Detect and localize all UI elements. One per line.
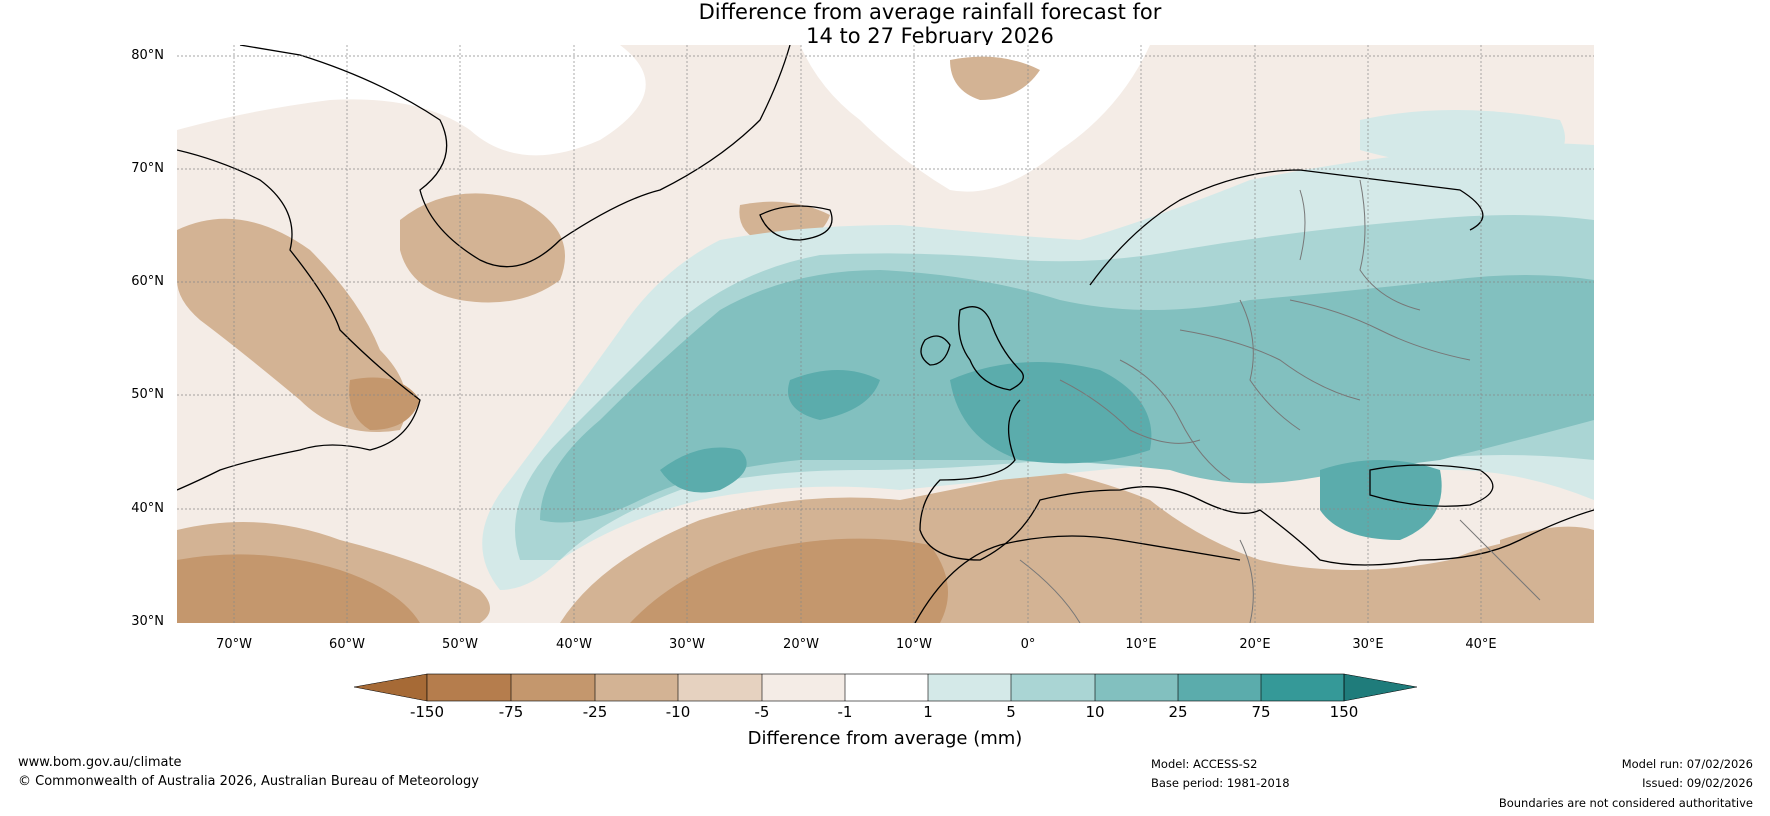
colorbar-segment-3 [595, 674, 678, 701]
title-line-2: 14 to 27 February 2026 [806, 24, 1054, 48]
border-10 [1459, 519, 1541, 601]
lat-label-50n: 50°N [131, 387, 164, 402]
border-6 [1359, 179, 1421, 311]
colorbar-tick-label: 1 [923, 703, 933, 721]
colorbar-tick-label: -5 [754, 703, 770, 721]
lat-label-60n: 60°N [131, 274, 164, 289]
colorbar-segment-11 [1261, 674, 1344, 701]
border-3 [1179, 329, 1361, 401]
subtropical-west-dry-core [177, 554, 420, 623]
north-america-coast [177, 149, 421, 491]
colorbar-segment-6 [845, 674, 928, 701]
central-atlantic-wet-core [660, 447, 747, 493]
model-info: Model: ACCESS-S2 [1151, 757, 1258, 771]
border-5 [1289, 299, 1471, 361]
arctic-dry-area [950, 56, 1040, 100]
graticule [177, 45, 1594, 623]
colorbar-segment-7 [928, 674, 1011, 701]
lat-label-30n: 30°N [131, 614, 164, 629]
lon-label-60w: 60°W [329, 637, 365, 652]
lat-label-80n: 80°N [131, 48, 164, 63]
colorbar-tick-label: -10 [665, 703, 691, 721]
border-7 [1299, 189, 1306, 261]
colorbar-tick-label: 10 [1085, 703, 1105, 721]
white-patch-north [177, 45, 646, 156]
white-patch-arctic [800, 45, 1150, 192]
east-med-dry-area [1500, 526, 1594, 600]
border-2 [1119, 359, 1231, 481]
colorbar-high-extend [1343, 673, 1418, 702]
lon-label-10e: 10°E [1125, 637, 1157, 652]
lat-label-40n: 40°N [131, 501, 164, 516]
colorbar-tick-label: 25 [1168, 703, 1188, 721]
lon-label-50w: 50°W [442, 637, 478, 652]
colorbar-segment-5 [762, 674, 845, 701]
colorbar-tick-label: -150 [409, 703, 445, 721]
map-area [177, 45, 1594, 623]
colorbar-segment-10 [1178, 674, 1261, 701]
labrador-dry-core [349, 377, 420, 430]
greenland-dry-area [400, 193, 565, 303]
british-isles-coast [920, 306, 1024, 391]
colorbar-dividers [510, 674, 1262, 701]
website-link[interactable]: www.bom.gov.au/climate [18, 755, 182, 770]
colorbar-segment-2 [511, 674, 595, 701]
border-1 [1059, 379, 1201, 444]
country-borders [1019, 179, 1541, 623]
colorbar [353, 673, 1418, 702]
boundaries-disclaimer: Boundaries are not considered authoritat… [1498, 796, 1753, 810]
title-line-1: Difference from average rainfall forecas… [698, 0, 1162, 24]
colorbar-segment-8 [1011, 674, 1095, 701]
black-sea-coast [1369, 464, 1494, 507]
colorbar-low-extend [353, 673, 428, 702]
colorbar-tick-label: -75 [498, 703, 524, 721]
colorbar-outline [426, 673, 1345, 702]
colorbar-segment-9 [1095, 674, 1178, 701]
lon-label-20w: 20°W [783, 637, 819, 652]
iceland-coast [759, 205, 833, 241]
colorbar-tick-label: -1 [837, 703, 853, 721]
labrador-dry-area [177, 218, 407, 432]
north-africa-coast [914, 535, 1241, 623]
issued-info: Issued: 09/02/2026 [1642, 776, 1753, 790]
colorbar-segment-4 [678, 674, 762, 701]
greenland-coast [239, 45, 791, 268]
colorbar-tick-label: 5 [1006, 703, 1016, 721]
lon-label-0: 0° [1020, 637, 1036, 652]
copyright-notice: © Commonwealth of Australia 2026, Austra… [18, 774, 479, 789]
colorbar-tick-label: 150 [1329, 703, 1359, 721]
lon-label-40e: 40°E [1465, 637, 1497, 652]
lon-label-70w: 70°W [216, 637, 252, 652]
colorbar-segment-1 [427, 674, 511, 701]
border-8 [1239, 539, 1254, 623]
border-4 [1239, 299, 1301, 431]
lon-label-30e: 30°E [1352, 637, 1384, 652]
colorbar-tick-label: 75 [1251, 703, 1271, 721]
baltic-light-wet [1360, 110, 1565, 170]
lon-label-30w: 30°W [669, 637, 705, 652]
scandinavia-coast [1089, 169, 1484, 286]
europe-coast [919, 399, 1594, 566]
lon-label-20e: 20°E [1239, 637, 1271, 652]
model-run-info: Model run: 07/02/2026 [1621, 757, 1753, 771]
lon-label-10w: 10°W [896, 637, 932, 652]
black-sea-wet-core [1320, 460, 1442, 540]
colorbar-tick-label: -25 [582, 703, 608, 721]
lat-label-70n: 70°N [131, 161, 164, 176]
chart-title: Difference from average rainfall forecas… [600, 0, 1260, 48]
base-period-info: Base period: 1981-2018 [1151, 776, 1290, 790]
coastlines [177, 45, 1594, 623]
colorbar-title: Difference from average (mm) [747, 728, 1023, 749]
lon-label-40w: 40°W [556, 637, 592, 652]
north-africa-dry-core [630, 538, 948, 623]
